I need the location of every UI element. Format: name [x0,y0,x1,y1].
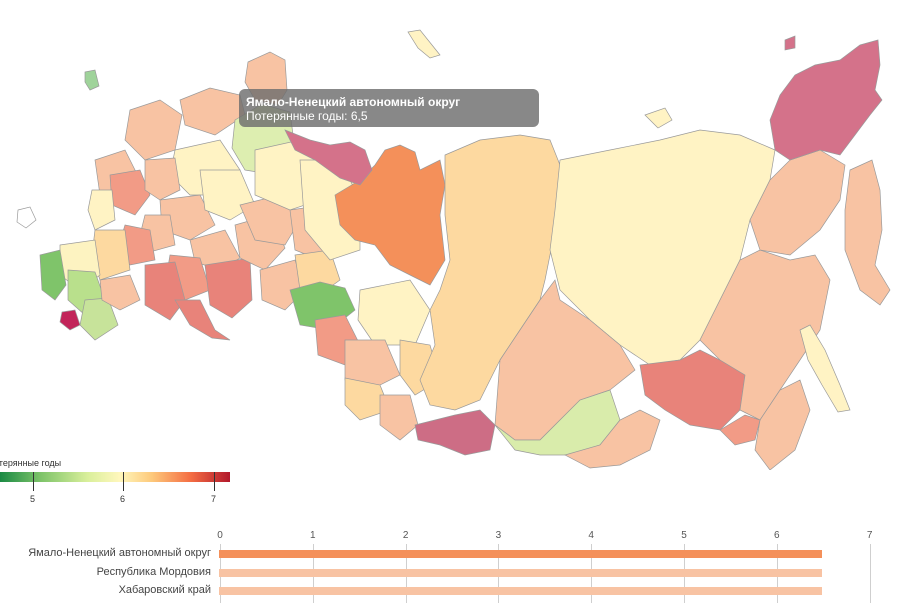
bar[interactable] [219,587,823,595]
russia-regions-map [16,29,891,470]
region-khakassia[interactable] [379,394,419,441]
tooltip-metric: Потерянные годы: 6,5 [246,109,368,123]
region-nenets[interactable] [284,129,373,186]
region-altai-rep[interactable] [344,377,391,421]
region-island-north [644,107,673,129]
region-sakhalin[interactable] [799,324,851,413]
legend-title: отерянные годы [0,458,62,468]
bar[interactable] [219,550,823,558]
region-yaroslavl[interactable] [144,157,181,201]
legend-tick [123,472,124,491]
bar[interactable] [219,569,823,577]
bar-label: Хабаровский край [118,584,211,596]
region-saratov[interactable] [144,261,186,321]
region-krasnoyarsk[interactable] [419,134,561,411]
axis-tick-label: 6 [774,530,780,541]
region-altai[interactable] [344,339,401,391]
axis-tick-label: 4 [588,530,594,541]
bar-label: Ямало-Ненецкий автономный округ [28,547,211,559]
legend-gradient [0,472,230,482]
bar-chart: 0 1 2 3 4 5 6 7 Ямало-Ненецкий автономный округ Р… [0,530,913,603]
region-chukotka[interactable] [769,39,883,161]
axis-tick-label: 2 [402,530,409,541]
legend-tick [214,472,215,491]
region-volgograd[interactable] [174,299,231,341]
region-krasnodar[interactable] [39,249,67,301]
region-astrakhan[interactable] [99,274,141,311]
tooltip-region-name: Ямало-Ненецкий автономный округ [246,95,461,109]
legend-tick-label: 7 [211,494,217,504]
region-tomsk[interactable] [357,279,431,346]
region-zabaykalsky[interactable] [564,409,661,469]
region-buryatia[interactable] [494,389,621,456]
region-kamchatka[interactable] [844,159,891,306]
map-tooltip: Ямало-Ненецкий автономный округ Потерянн… [239,89,539,127]
region-chechnya[interactable] [59,309,81,331]
region-jewish-ao[interactable] [719,414,761,446]
gridline [869,544,871,603]
axis-tick-label: 7 [866,530,873,541]
region-crimea[interactable] [16,206,37,229]
bar-label: Республика Мордовия [96,566,211,578]
region-kaliningrad[interactable] [84,69,100,91]
axis-tick-label: 0 [217,530,223,541]
region-tyva[interactable] [414,409,496,456]
axis-tick-label: 3 [495,530,502,541]
region-island-novaya-zemlya [407,29,441,59]
region-moscow[interactable] [109,169,151,216]
region-primorsky[interactable] [754,379,811,470]
region-khabarovsk[interactable] [699,249,831,421]
legend-tick [33,472,34,491]
legend-tick-label: 5 [30,494,36,504]
legend-tick-label: 6 [120,494,126,504]
region-island-wrangel [784,35,796,51]
axis-tick-label: 1 [310,530,316,541]
region-leningrad[interactable] [124,99,183,161]
region-orenburg[interactable] [204,257,253,319]
region-smolensk[interactable] [87,189,116,231]
axis-tick-label: 5 [681,530,687,541]
color-legend: отерянные годы 5 6 7 [0,457,240,507]
